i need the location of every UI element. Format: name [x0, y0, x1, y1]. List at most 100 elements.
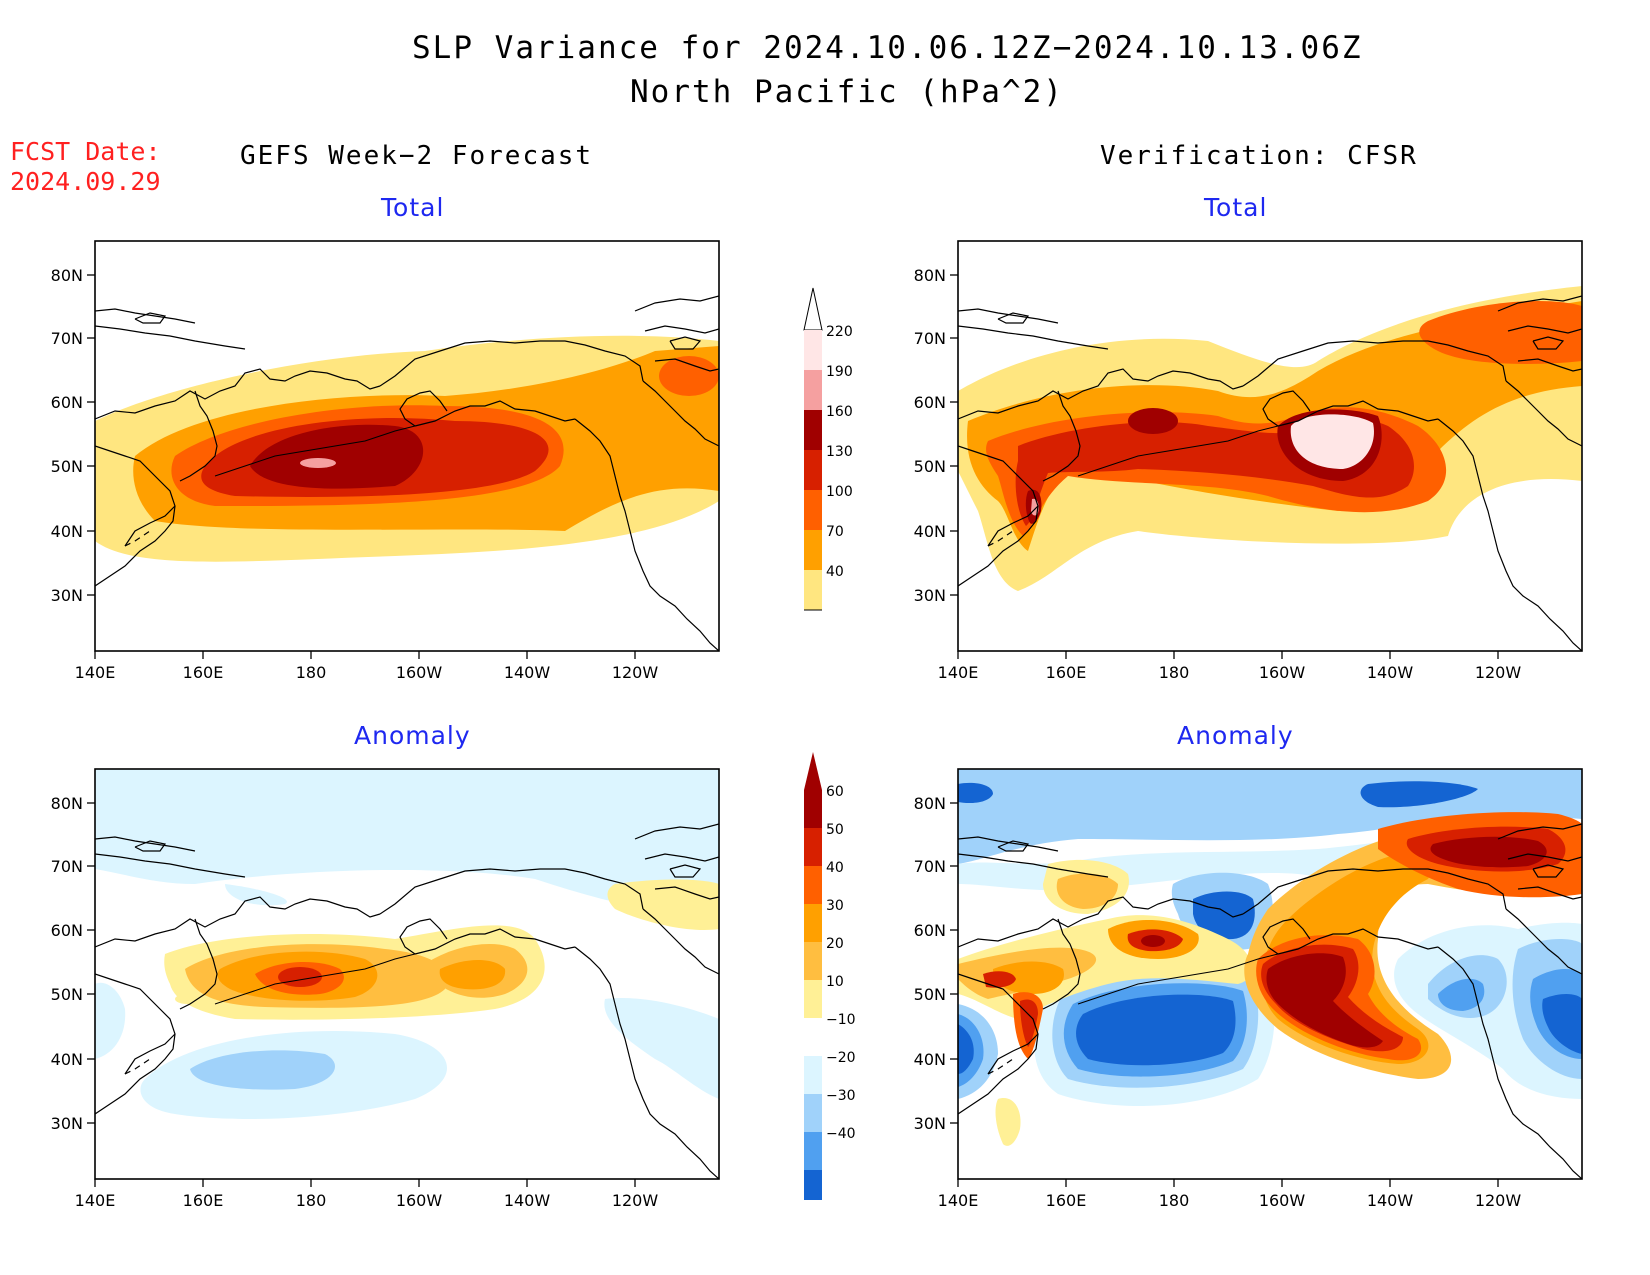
lon-tick-label: 120W [612, 1191, 659, 1210]
lat-tick-label: 40N [914, 522, 946, 541]
lon-tick-label: 160W [1259, 1191, 1306, 1210]
lon-tick-label: 120W [1475, 663, 1522, 682]
lon-tick-label: 180 [296, 1191, 327, 1210]
lat-tick-label: 70N [914, 857, 946, 876]
total-colorbar-label: 220 [826, 324, 853, 340]
lat-tick-label: 80N [51, 266, 83, 285]
anomaly-colorbar-label: 10 [826, 974, 844, 990]
anomaly-colorbar-segment [804, 828, 822, 866]
fcst-label: FCST Date: [10, 137, 161, 166]
anomaly-colorbar-label: −10 [826, 1012, 856, 1028]
lat-tick-label: 80N [914, 794, 946, 813]
anomaly-colorbar-label: 30 [826, 898, 844, 914]
lon-tick-label: 140W [1367, 663, 1414, 682]
total-colorbar-label: 190 [826, 364, 853, 380]
lat-tick-label: 40N [51, 522, 83, 541]
lon-tick-label: 160E [183, 663, 224, 682]
total-colorbar-segment [804, 530, 822, 570]
panel-title-bl: Anomaly [354, 721, 471, 750]
lon-tick-label: 160E [183, 1191, 224, 1210]
cfsr-anomaly-field [958, 769, 1582, 1179]
map-panel-gefs-total: 80N 70N 60N 50N 40N 30N 140E 160E 180 160W 140W 120… [51, 240, 720, 682]
main-title: SLP Variance for 2024.10.06.12Z−2024.10.… [412, 30, 1363, 66]
total-colorbar-segment [804, 370, 822, 410]
lat-tick-label: 50N [914, 985, 946, 1004]
map-panel-gefs-anomaly: 80N 70N 60N 50N 40N 30N 140E 160E 180 160W 140W 120… [51, 768, 720, 1210]
lat-tick-label: 40N [914, 1050, 946, 1069]
gefs-total-axes: 80N 70N 60N 50N 40N 30N 140E 160E 180 160W 140W 120… [51, 266, 659, 682]
cfsr-total-field [958, 241, 1582, 651]
lat-tick-label: 50N [51, 457, 83, 476]
lon-tick-label: 140E [938, 1191, 979, 1210]
total-colorbar-label: 130 [826, 444, 853, 460]
anomaly-colorbar-segments: 60 50 40 30 20 10 −10 −20 −30 −40 [804, 752, 856, 1200]
fcst-date-label: FCST Date: 2024.09.29 [10, 137, 161, 197]
map-panel-cfsr-total: 80N 70N 60N 50N 40N 30N 140E 160E 180 160W 140W 120… [914, 240, 1583, 682]
lat-tick-label: 70N [51, 857, 83, 876]
total-colorbar-segment [804, 490, 822, 530]
panel-title-tl: Total [381, 193, 445, 222]
anomaly-colorbar-segment [804, 942, 822, 980]
lon-tick-label: 180 [1159, 663, 1190, 682]
lat-tick-label: 50N [51, 985, 83, 1004]
lon-tick-label: 160W [1259, 663, 1306, 682]
total-colorbar: 220 190 160 130 100 70 40 [803, 287, 853, 611]
total-colorbar-label: 100 [826, 484, 853, 500]
anomaly-colorbar-segment [804, 1170, 822, 1200]
lat-tick-label: 60N [914, 393, 946, 412]
left-column-title: GEFS Week−2 Forecast [240, 141, 594, 171]
anomaly-colorbar-label: −30 [826, 1088, 856, 1104]
anomaly-colorbar: 60 50 40 30 20 10 −10 −20 −30 −40 [804, 752, 856, 1200]
lat-tick-label: 60N [51, 921, 83, 940]
lon-tick-label: 140E [75, 663, 116, 682]
panel-title-br: Anomaly [1177, 721, 1294, 750]
total-colorbar-label: 70 [826, 524, 844, 540]
anomaly-colorbar-label: 40 [826, 860, 844, 876]
lon-tick-label: 140W [504, 663, 551, 682]
lon-tick-label: 180 [296, 663, 327, 682]
gefs-total-field [95, 241, 719, 651]
lon-tick-label: 140W [504, 1191, 551, 1210]
anomaly-colorbar-label: 50 [826, 822, 844, 838]
anomaly-colorbar-label: 20 [826, 936, 844, 952]
fcst-date: 2024.09.29 [10, 167, 161, 196]
total-colorbar-segment [804, 450, 822, 490]
lon-tick-label: 180 [1159, 1191, 1190, 1210]
anomaly-colorbar-segment [804, 1018, 822, 1056]
gefs-anomaly-field [95, 769, 719, 1179]
lon-tick-label: 120W [612, 663, 659, 682]
gefs-anomaly-axes: 80N 70N 60N 50N 40N 30N 140E 160E 180 160W 140W 120… [51, 794, 659, 1210]
lon-tick-label: 160E [1046, 663, 1087, 682]
cfsr-total-axes: 80N 70N 60N 50N 40N 30N 140E 160E 180 160W 140W 120… [914, 266, 1522, 682]
panel-title-tr: Total [1204, 193, 1268, 222]
anomaly-colorbar-label: −40 [826, 1126, 856, 1142]
anomaly-colorbar-label: −20 [826, 1050, 856, 1066]
total-colorbar-label: 160 [826, 404, 853, 420]
anomaly-colorbar-segment [804, 904, 822, 942]
lat-tick-label: 50N [914, 457, 946, 476]
total-colorbar-top-cap [803, 287, 823, 331]
anomaly-colorbar-segment [804, 1094, 822, 1132]
anomaly-colorbar-segment [804, 866, 822, 904]
total-colorbar-label: 40 [826, 564, 844, 580]
lat-tick-label: 30N [914, 1114, 946, 1133]
lat-tick-label: 80N [51, 794, 83, 813]
lat-tick-label: 40N [51, 1050, 83, 1069]
total-colorbar-segment [804, 570, 822, 610]
lat-tick-label: 30N [51, 1114, 83, 1133]
anomaly-colorbar-top-cap [804, 752, 822, 790]
lat-tick-label: 30N [51, 586, 83, 605]
lat-tick-label: 80N [914, 266, 946, 285]
lon-tick-label: 120W [1475, 1191, 1522, 1210]
total-colorbar-segment [804, 330, 822, 370]
anomaly-colorbar-segment [804, 980, 822, 1018]
main-subtitle: North Pacific (hPa^2) [630, 74, 1064, 110]
anomaly-colorbar-segment [804, 790, 822, 828]
lat-tick-label: 30N [914, 586, 946, 605]
lon-tick-label: 140W [1367, 1191, 1414, 1210]
total-colorbar-segment [804, 410, 822, 450]
lon-tick-label: 140E [938, 663, 979, 682]
lon-tick-label: 140E [75, 1191, 116, 1210]
lon-tick-label: 160W [396, 663, 443, 682]
total-colorbar-segments: 220 190 160 130 100 70 40 [803, 287, 853, 611]
